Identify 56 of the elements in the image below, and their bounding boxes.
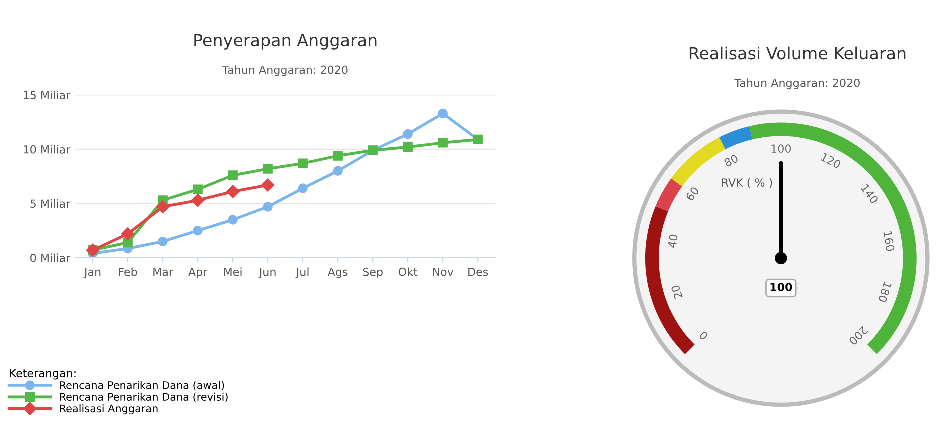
point xyxy=(156,200,170,214)
legend-label: Realisasi Anggaran xyxy=(60,404,158,415)
text: 120 xyxy=(820,152,842,170)
y-tick-label: 5 Miliar xyxy=(30,199,71,208)
text: 40 xyxy=(668,234,678,248)
x-tick-label: Ags xyxy=(328,268,348,278)
y-tick-label: 10 Miliar xyxy=(24,145,71,154)
point xyxy=(228,215,238,225)
legend-label: Rencana Penarikan Dana (awal) xyxy=(60,381,224,391)
text: 160 xyxy=(884,231,896,252)
point xyxy=(298,158,308,168)
x-tick-label: Feb xyxy=(119,268,138,276)
point xyxy=(403,129,413,140)
y-tick-label: 15 Miliar xyxy=(24,90,71,100)
text: 80 xyxy=(724,154,739,168)
point xyxy=(158,236,168,247)
x-tick-label: Jun xyxy=(258,268,276,278)
point xyxy=(121,228,135,241)
text: RVK ( % ) xyxy=(722,178,772,188)
text: 100 xyxy=(770,283,792,292)
x-tick-label: Apr xyxy=(188,268,208,278)
chart-title: Penyerapan Anggaran xyxy=(194,34,377,50)
point xyxy=(438,138,448,148)
text: 100 xyxy=(772,144,792,154)
text: 0 xyxy=(698,330,709,341)
text: Realisasi Volume Keluaran xyxy=(690,46,906,60)
point xyxy=(261,178,275,192)
text: 180 xyxy=(878,282,892,303)
point xyxy=(263,164,273,174)
x-tick-label: Jul xyxy=(296,268,309,278)
x-tick-label: Jan xyxy=(84,268,101,278)
y-tick-label: 0 Miliar xyxy=(30,254,71,262)
x-tick-label: Nov xyxy=(433,268,454,276)
text: Tahun Anggaran: 2020 xyxy=(734,78,860,90)
point xyxy=(123,238,133,248)
text: 60 xyxy=(685,186,700,202)
x-tick-label: Mar xyxy=(154,268,174,276)
point xyxy=(228,170,238,180)
text: 20 xyxy=(671,284,683,300)
point xyxy=(438,108,448,119)
legend-label: Rencana Penarikan Dana (revisi) xyxy=(60,392,228,402)
legend-title: Keterangan: xyxy=(10,369,76,380)
x-tick-label: Mei xyxy=(224,268,242,276)
x-tick-label: Sep xyxy=(363,268,383,278)
point xyxy=(403,142,413,152)
point xyxy=(298,184,308,194)
point xyxy=(191,194,205,208)
point xyxy=(193,226,203,236)
x-tick-label: Okt xyxy=(398,268,418,276)
point xyxy=(193,184,203,194)
chart-subtitle: Tahun Anggaran: 2020 xyxy=(222,66,348,76)
point xyxy=(226,185,240,198)
point xyxy=(333,166,343,176)
point xyxy=(263,202,273,212)
x-tick-label: Des xyxy=(468,268,488,276)
point xyxy=(333,151,343,161)
